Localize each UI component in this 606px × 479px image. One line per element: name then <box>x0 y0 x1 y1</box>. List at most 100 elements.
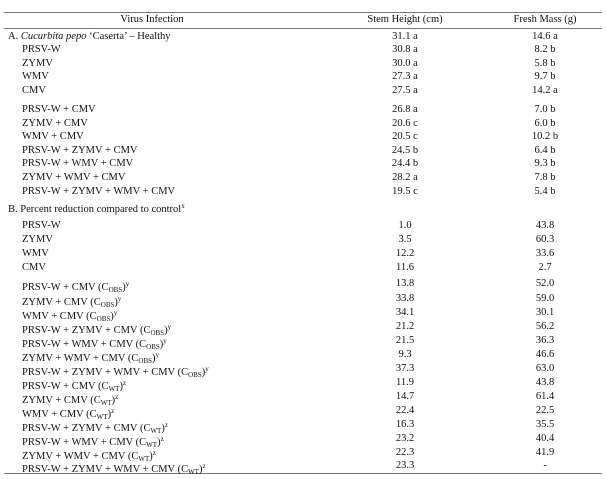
cell: 7.0 b <box>534 104 556 115</box>
label-part: WMV <box>22 71 49 82</box>
label-part: ZYMV + CMV <box>22 118 88 129</box>
cell: 20.5 c <box>392 131 418 142</box>
cell: 33.6 <box>535 248 555 259</box>
row-label: ZYMV <box>22 58 53 70</box>
cell: 11.6 <box>396 262 414 273</box>
cell: 43.8 <box>535 220 555 231</box>
label-part: PRSV-W <box>22 220 61 231</box>
cell: 1.0 <box>398 220 412 231</box>
row-label: PRSV-W + WMV + CMV (CWT)z <box>22 433 164 451</box>
label-part: ) <box>110 311 114 322</box>
cell: 23.3 <box>395 460 415 471</box>
label-part: ZYMV + CMV (C <box>22 395 101 406</box>
label-part: WT <box>108 385 120 393</box>
cell: 43.8 <box>535 377 555 388</box>
label-part: PRSV-W + CMV <box>22 104 96 115</box>
label-part: PRSV-W + ZYMV + WMV + CMV (C <box>22 367 189 378</box>
bottom-rule <box>4 473 602 474</box>
label-part: z <box>160 435 164 443</box>
label-part: OBS <box>138 357 153 365</box>
label-part: B. Percent reduction compared to control <box>8 204 182 215</box>
label-part: PRSV-W + WMV + CMV (C <box>22 437 147 448</box>
cell: 63.0 <box>535 363 555 374</box>
header-rule <box>4 28 602 29</box>
label-part: OBS <box>146 343 160 351</box>
cell: 59.0 <box>535 293 555 304</box>
label-part: ZYMV + WMV + CMV (C <box>22 353 139 364</box>
label-part: A. <box>8 31 21 42</box>
label-part: WT <box>96 413 108 421</box>
cell: 60.3 <box>535 234 555 245</box>
label-part: WMV + CMV <box>22 131 84 142</box>
cell: 21.2 <box>395 321 415 332</box>
row-label: ZYMV + WMV + CMV <box>22 172 125 184</box>
row-label: PRSV-W <box>22 220 61 232</box>
label-part: ZYMV + CMV (C <box>22 297 101 308</box>
cell: 30.1 <box>535 307 555 318</box>
label-part: PRSV-W + ZYMV + WMV + CMV (C <box>22 464 189 475</box>
label-part: PRSV-W + ZYMV + CMV <box>22 145 138 156</box>
row-label: PRSV-W + ZYMV + WMV + CMV (COBS)y <box>22 363 209 381</box>
label-part: PRSV-W + ZYMV + CMV (C <box>22 325 151 336</box>
row-label: ZYMV + CMV (COBS)y <box>22 293 121 311</box>
cell: 24.4 b <box>391 158 419 169</box>
row-label: PRSV-W + WMV + CMV <box>22 158 133 170</box>
cell: 61.4 <box>535 391 555 402</box>
label-part: z <box>152 449 156 457</box>
cell: 40.4 <box>535 433 555 444</box>
cell: 23.2 <box>395 433 415 444</box>
label-part: y <box>205 365 209 373</box>
label-part: PRSV-W + WMV + CMV (C <box>22 339 147 350</box>
cell: 22.3 <box>395 447 415 458</box>
row-label: PRSV-W + ZYMV + WMV + CMV (CWT)z <box>22 460 206 478</box>
label-part: ) <box>107 409 112 420</box>
label-part: WT <box>188 468 199 476</box>
label-part: z <box>115 393 119 401</box>
cell: 52.0 <box>535 278 555 289</box>
row-label: WMV + CMV (COBS)y <box>22 307 117 325</box>
cell: 2.7 <box>538 262 552 273</box>
label-part: PRSV-W + ZYMV + WMV + CMV <box>22 186 176 197</box>
row-label: CMV <box>22 262 46 274</box>
cell: 5.4 b <box>534 186 556 197</box>
row-label: ZYMV + WMV + CMV (COBS)y <box>22 349 159 367</box>
cell: 33.8 <box>395 293 415 304</box>
label-part: ) <box>157 437 161 448</box>
label-part: WT <box>150 427 162 435</box>
label-part: Cucurbita pepo <box>20 31 87 42</box>
cell: 13.8 <box>395 278 415 289</box>
label-part: OBS <box>188 371 202 379</box>
label-part: ZYMV + WMV + CMV <box>22 172 126 183</box>
cell: 14.6 a <box>532 31 558 42</box>
cell: 22.5 <box>535 405 555 416</box>
cell: 6.4 b <box>534 145 556 156</box>
cell: 14.7 <box>395 391 415 402</box>
label-part: x <box>181 202 185 210</box>
label-part: y <box>155 351 160 359</box>
label-part: PRSV-W <box>22 44 61 55</box>
label-part: PRSV-W + CMV (C <box>22 282 109 293</box>
cell: 56.2 <box>535 321 555 332</box>
label-part: WT <box>146 441 158 449</box>
label-part: ) <box>119 381 123 392</box>
cell: 35.5 <box>535 419 555 430</box>
cell: 8.2 b <box>534 44 556 55</box>
row-label: ZYMV + CMV <box>22 118 88 130</box>
cell: 41.9 <box>535 447 555 458</box>
row-label: WMV + CMV <box>22 131 84 143</box>
cell: 6.0 b <box>534 118 556 129</box>
row-label: ZYMV + WMV + CMV (CWT)z <box>22 447 156 465</box>
cell: 37.3 <box>395 363 415 374</box>
cell: 36.3 <box>535 335 555 346</box>
row-label: PRSV-W + WMV + CMV (COBS)y <box>22 335 167 353</box>
cell: 20.6 c <box>392 118 418 129</box>
row-label: PRSV-W + CMV (COBS)y <box>22 278 129 296</box>
row-label: WMV <box>22 248 49 260</box>
cell: 34.1 <box>395 307 415 318</box>
cell: 26.8 a <box>392 104 418 115</box>
cell: 10.2 b <box>531 131 559 142</box>
cell: 14.2 a <box>532 85 558 96</box>
label-part: ) <box>111 395 116 406</box>
label-part: z <box>122 379 127 387</box>
